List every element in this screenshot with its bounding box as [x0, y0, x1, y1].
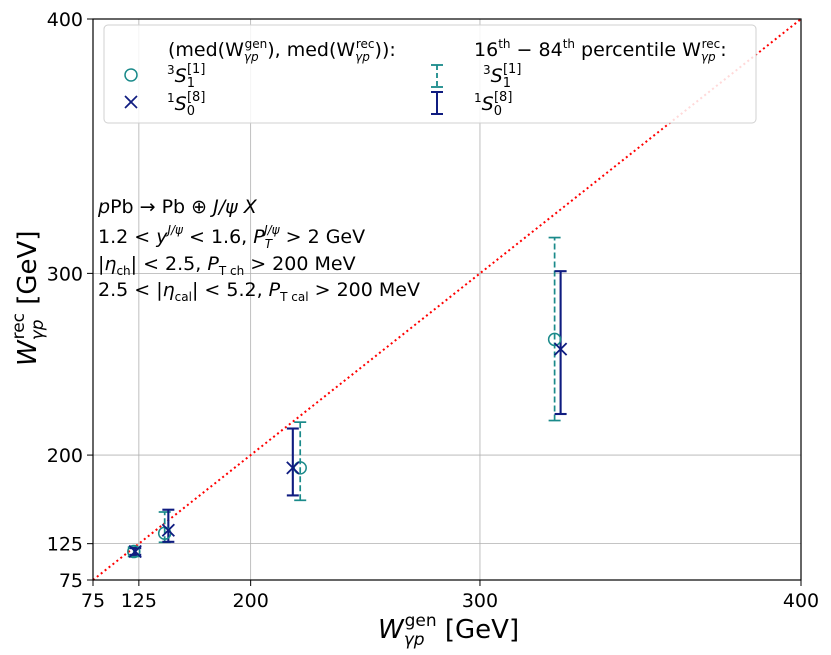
- legend-marker-1s0: [124, 95, 138, 109]
- x-tick-label: 400: [783, 590, 819, 612]
- annotation-line-2: 1.2 < yJ/ψ < 1.6, PTJ/ψ > 2 GeV: [98, 223, 365, 251]
- y-tick-label: 125: [47, 534, 83, 556]
- y-axis-label: Wγprec [GeV]: [9, 231, 48, 366]
- legend: (med(Wγpgen), med(Wγprec)): 16th − 84th …: [103, 24, 757, 124]
- point-stroke: [286, 461, 300, 475]
- legend-label-3s1: 3S1[1]: [167, 62, 205, 91]
- x-axis-label: Wγpgen [GeV]: [378, 611, 519, 650]
- data-marks: [127, 236, 568, 559]
- diagonal-reference-line: [92, 18, 802, 581]
- y-tick-label: 200: [47, 445, 83, 467]
- legend-box: [103, 24, 757, 124]
- legend-marker-3s1: [124, 68, 138, 82]
- annotation-line-3: |ηch| < 2.5, PT ch > 200 MeV: [98, 253, 356, 278]
- legend-left-title: (med(Wγpgen), med(Wγprec)):: [168, 37, 396, 64]
- legend-errlabel-1s0: 1S0[8]: [474, 90, 512, 119]
- point-1s0: [161, 523, 175, 537]
- ticks: 75 125 200 300 400 75 125 200 300 400: [47, 9, 819, 612]
- point-3s1: [547, 332, 562, 347]
- y-tick-label: 400: [47, 9, 83, 31]
- x-tick-label: 75: [81, 590, 105, 612]
- point-stroke: [128, 544, 142, 559]
- point-3s1: [293, 461, 307, 475]
- errorbar-1s0: [554, 270, 567, 416]
- x-tick-label: 125: [121, 590, 157, 612]
- errorbar-3s1: [548, 236, 561, 422]
- legend-errbar-3s1: [431, 64, 443, 88]
- point-3s1: [127, 544, 141, 559]
- y-tick-label: 300: [47, 263, 83, 285]
- point-stroke: [553, 342, 568, 356]
- point-1s0: [286, 461, 300, 475]
- x-tick-label: 300: [462, 590, 498, 612]
- annotation-line-4: 2.5 < |ηcal| < 5.2, PT cal > 200 MeV: [98, 279, 420, 304]
- annotation-block: pPb → Pb ⊕ J/ψ X 1.2 < yJ/ψ < 1.6, PTJ/ψ…: [97, 196, 420, 304]
- legend-errlabel-3s1: 3S1[1]: [483, 62, 521, 91]
- x-tick-label: 200: [233, 590, 269, 612]
- y-tick-label: 75: [59, 570, 83, 592]
- legend-errbar-1s0: [431, 91, 443, 115]
- plot-frame: [92, 18, 802, 581]
- legend-right-title: 16th − 84th percentile Wγprec:: [474, 37, 727, 64]
- errorbar-1s0: [162, 508, 175, 543]
- annotation-line-1: pPb → Pb ⊕ J/ψ X: [97, 196, 258, 218]
- point-1s0: [128, 544, 142, 559]
- point-1s0: [553, 342, 568, 356]
- errorbar-1s0: [286, 427, 299, 497]
- legend-label-1s0: 1S0[8]: [167, 90, 205, 119]
- point-stroke: [161, 523, 175, 537]
